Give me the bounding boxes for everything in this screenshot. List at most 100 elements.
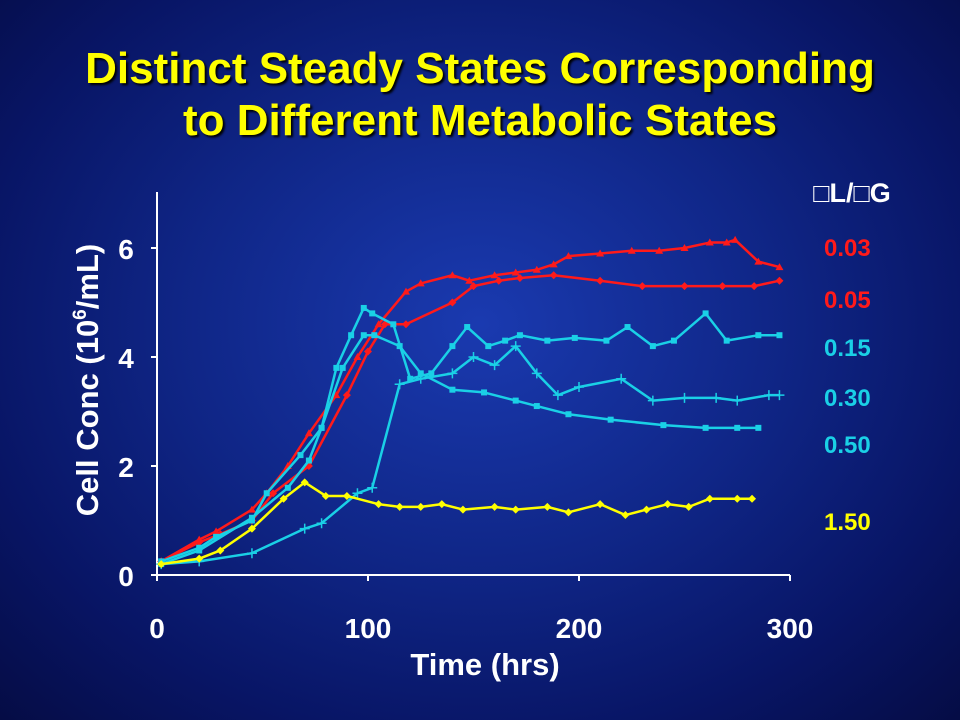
data-point (390, 321, 397, 328)
data-point (263, 490, 270, 497)
x-tick-label: 100 (345, 613, 392, 644)
series-line (161, 344, 780, 566)
data-point (447, 368, 458, 379)
data-point (458, 505, 467, 514)
data-point (297, 452, 304, 459)
data-point (417, 370, 424, 377)
series-0-30 (156, 341, 785, 570)
data-point (596, 249, 605, 257)
data-point (571, 334, 578, 341)
data-point (511, 505, 520, 514)
data-point (437, 500, 446, 509)
data-point (299, 523, 310, 534)
data-point (494, 276, 503, 285)
data-point (647, 395, 658, 406)
data-point (596, 500, 605, 509)
data-point (763, 390, 774, 401)
data-point (416, 279, 425, 287)
data-point (490, 271, 499, 279)
y-axis-label-main: Cell Conc (10 (70, 320, 105, 516)
data-point (755, 424, 762, 431)
data-point (485, 343, 492, 350)
data-point (663, 500, 672, 509)
data-point (516, 332, 523, 339)
data-point (416, 502, 425, 511)
legend-entry: 0.15 (824, 335, 871, 362)
data-point (213, 533, 220, 540)
x-tick-label: 300 (767, 613, 814, 644)
data-point (465, 276, 474, 284)
data-point (565, 411, 572, 418)
data-point (369, 310, 376, 317)
data-point (367, 482, 378, 493)
data-point (510, 341, 521, 352)
data-point (603, 337, 610, 344)
series-0-50 (158, 332, 762, 568)
data-point (774, 390, 785, 401)
data-point (616, 373, 627, 384)
x-tick-label: 200 (556, 613, 603, 644)
data-point (246, 548, 257, 559)
data-point (300, 478, 309, 487)
data-point (502, 337, 509, 344)
data-point (449, 386, 456, 393)
legend-header: □L/□G (813, 178, 891, 208)
legend-entry: 0.50 (824, 432, 871, 459)
data-point (318, 424, 325, 431)
data-point (660, 422, 667, 429)
data-point (374, 320, 383, 328)
data-point (754, 257, 763, 265)
data-point (269, 489, 278, 498)
data-point (332, 391, 341, 399)
data-point (638, 282, 647, 291)
data-point (702, 424, 709, 431)
data-point (195, 538, 204, 547)
data-point (448, 271, 457, 279)
y-axis-label-superscript: 6 (70, 309, 91, 320)
y-tick-label: 6 (118, 234, 134, 265)
data-point (489, 360, 500, 371)
data-point (490, 502, 499, 511)
y-tick-label: 0 (118, 561, 134, 592)
data-point (679, 392, 690, 403)
data-point (734, 424, 741, 431)
data-point (279, 494, 288, 503)
y-axis-label-unit: /mL) (70, 244, 105, 309)
data-point (394, 379, 405, 390)
data-point (469, 282, 478, 291)
data-point (684, 502, 693, 511)
data-point (157, 560, 166, 569)
data-point (596, 276, 605, 285)
data-point (702, 310, 709, 317)
data-point (624, 324, 631, 331)
data-point (574, 381, 584, 392)
data-point (352, 488, 363, 499)
data-point (360, 304, 367, 311)
data-point (448, 298, 457, 307)
data-point (723, 337, 730, 344)
data-point (755, 332, 762, 339)
data-point (248, 514, 255, 521)
data-point (305, 457, 312, 464)
data-point (549, 271, 558, 280)
data-point (731, 235, 740, 243)
data-point (407, 375, 414, 382)
data-point (531, 368, 542, 379)
data-point (449, 343, 456, 350)
data-point (621, 511, 630, 520)
data-point (670, 337, 677, 344)
data-point (401, 287, 410, 295)
data-point (655, 246, 664, 254)
data-point (512, 397, 519, 404)
data-point (722, 238, 731, 246)
data-point (775, 276, 784, 285)
y-axis-label: Cell Conc (106/mL) (70, 244, 105, 516)
data-point (364, 347, 372, 356)
data-point (333, 364, 340, 371)
data-point (642, 505, 651, 514)
data-point (607, 416, 614, 423)
data-point (718, 282, 727, 291)
data-point (544, 337, 551, 344)
data-point (733, 494, 742, 503)
